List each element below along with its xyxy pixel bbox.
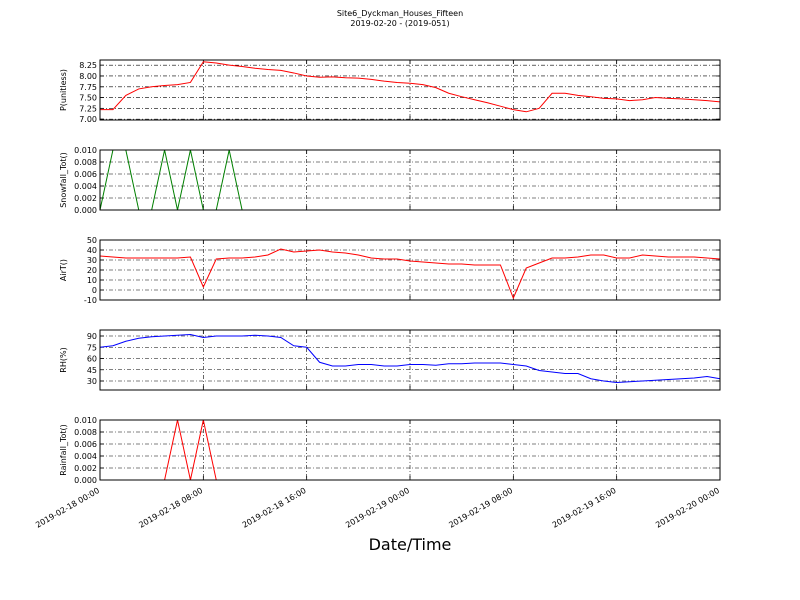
y-tick-label: 0.002: [74, 464, 97, 473]
y-tick-label: 0.006: [74, 170, 97, 179]
y-axis-label: AirT(): [59, 259, 68, 281]
data-line: [100, 61, 721, 113]
figure-title: Site6_Dyckman_Houses_Fifteen: [337, 9, 463, 18]
y-tick-label: 0.000: [74, 476, 97, 485]
y-tick-label: 0: [92, 286, 97, 295]
y-tick-label: 0.010: [74, 416, 97, 425]
axes-frame: [99, 239, 721, 301]
data-line: [99, 333, 721, 384]
y-tick-label: 7.50: [79, 94, 97, 103]
y-tick-label: 7.75: [79, 83, 97, 92]
axes-frame: [99, 59, 721, 121]
y-axis-label: RH(%): [59, 347, 68, 372]
y-tick-label: 10: [87, 276, 97, 285]
axes-frame: [99, 149, 721, 211]
y-tick-label: 20: [87, 266, 97, 275]
x-axis-label: Date/Time: [369, 535, 452, 554]
axes-frame: [99, 419, 721, 481]
figure-subtitle: 2019-02-20 - (2019-051): [350, 19, 449, 28]
y-tick-label: 30: [87, 256, 97, 265]
y-tick-label: 0.004: [74, 452, 97, 461]
y-tick-label: 7.25: [79, 104, 97, 113]
y-tick-label: 0.006: [74, 440, 97, 449]
y-tick-label: 60: [87, 355, 97, 364]
y-tick-label: 90: [87, 332, 97, 341]
y-tick-label: 8.00: [79, 72, 97, 81]
y-tick-label: 7.00: [79, 115, 97, 124]
y-tick-label: 0.000: [74, 206, 97, 215]
y-tick-label: -10: [84, 296, 97, 305]
y-tick-label: 0.008: [74, 428, 97, 437]
y-tick-label: 45: [87, 366, 97, 375]
y-tick-label: 0.004: [74, 182, 97, 191]
y-tick-label: 0.002: [74, 194, 97, 203]
y-tick-label: 50: [87, 236, 97, 245]
y-tick-label: 0.010: [74, 146, 97, 155]
y-axis-label: Rainfall_Tot(): [59, 424, 68, 476]
y-axis-label: Snowfall_Tot(): [59, 152, 68, 208]
data-line: [99, 248, 721, 300]
axes-frame: [99, 329, 721, 391]
y-tick-label: 8.25: [79, 61, 97, 70]
y-tick-label: 40: [87, 246, 97, 255]
y-tick-label: 0.008: [74, 158, 97, 167]
y-tick-label: 30: [87, 377, 97, 386]
y-tick-label: 75: [87, 343, 97, 352]
y-axis-label: P(unitless): [59, 69, 68, 111]
